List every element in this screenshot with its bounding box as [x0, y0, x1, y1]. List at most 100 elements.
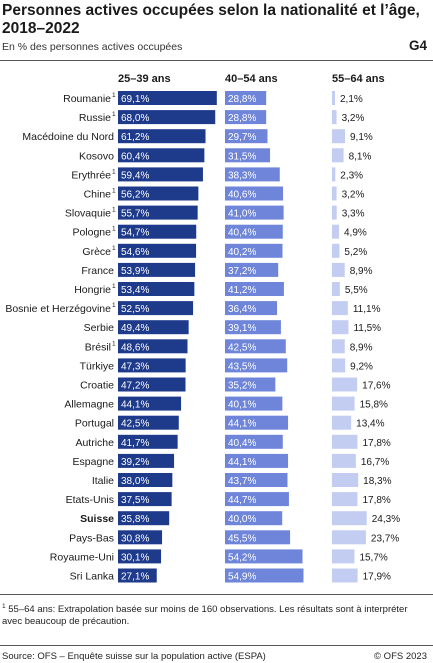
footnote-mark: 1: [112, 226, 116, 233]
bar: [332, 186, 337, 201]
bar: [332, 396, 355, 411]
bar: [332, 453, 356, 468]
value-label: 8,9%: [350, 266, 373, 277]
bar: [332, 473, 359, 487]
value-label: 31,5%: [228, 151, 256, 162]
value-label: 44,7%: [228, 495, 256, 506]
category-label: Grèce: [82, 246, 111, 258]
bar: [118, 453, 175, 468]
footnote-mark: 1: [112, 283, 116, 290]
value-label: 9,2%: [350, 361, 373, 372]
bar: [225, 434, 283, 449]
footnote-mark: 1: [112, 207, 116, 214]
bar: [118, 530, 163, 545]
bar: [118, 320, 189, 335]
bar: [118, 568, 157, 583]
bar: [332, 415, 352, 430]
bar: [332, 129, 346, 144]
footnote-mark: 1: [112, 111, 116, 118]
value-label: 41,0%: [228, 209, 256, 220]
value-label: 60,4%: [121, 151, 149, 162]
bar: [118, 473, 173, 487]
value-label: 54,2%: [228, 552, 256, 563]
value-label: 42,5%: [228, 342, 256, 353]
value-label: 38,3%: [228, 170, 256, 181]
bar: [225, 377, 276, 392]
bar: [118, 167, 203, 182]
category-label: Portugal: [75, 418, 114, 430]
value-label: 44,1%: [121, 400, 149, 411]
value-label: 56,2%: [121, 190, 149, 201]
footnote-mark: 1: [112, 302, 116, 309]
bar: [225, 167, 280, 182]
category-label: Etats-Unis: [66, 494, 114, 506]
value-label: 16,7%: [361, 457, 389, 468]
bar: [332, 434, 358, 449]
footnote-text: 55–64 ans: Extrapolation basée sur moins…: [2, 604, 408, 628]
bar: [118, 301, 194, 316]
bar: [225, 339, 286, 354]
value-label: 48,6%: [121, 342, 149, 353]
category-label: Hongrie: [74, 284, 111, 296]
category-label: Chine: [84, 189, 112, 201]
value-label: 40,0%: [228, 514, 256, 525]
category-label: Türkiye: [80, 360, 115, 372]
bar: [118, 110, 216, 125]
column-header: 40–54 ans: [225, 73, 278, 85]
column-header: 55–64 ans: [332, 73, 385, 85]
bar: [225, 358, 288, 373]
category-label: Allemagne: [64, 399, 114, 411]
bar: [225, 568, 304, 583]
footnote-mark: 1: [112, 188, 116, 195]
value-label: 27,1%: [121, 572, 149, 583]
value-label: 17,6%: [362, 381, 390, 392]
value-label: 54,7%: [121, 228, 149, 239]
bar: [332, 568, 358, 583]
value-label: 49,4%: [121, 323, 149, 334]
graphic-code: G4: [408, 38, 427, 53]
category-label: Brésil: [85, 341, 111, 353]
value-label: 36,4%: [228, 304, 256, 315]
bar: [332, 377, 358, 392]
category-label: Serbie: [84, 322, 115, 334]
category-label: Roumanie: [63, 93, 111, 105]
bar: [332, 282, 340, 296]
value-label: 2,3%: [340, 170, 363, 181]
category-label: Autriche: [75, 437, 114, 449]
footnote-mark: 1: [112, 92, 116, 99]
bar: [225, 110, 267, 125]
value-label: 55,7%: [121, 209, 149, 220]
bar: [225, 148, 271, 163]
value-label: 38,0%: [121, 476, 149, 487]
bar: [225, 415, 289, 430]
bar: [332, 243, 340, 258]
value-label: 3,2%: [342, 113, 365, 124]
category-label: Pologne: [72, 227, 111, 239]
bar: [332, 91, 336, 105]
value-label: 8,9%: [350, 342, 373, 353]
value-label: 61,2%: [121, 132, 149, 143]
bar: [225, 473, 288, 487]
value-label: 41,2%: [228, 285, 256, 296]
footnote-mark: 1: [2, 603, 6, 610]
chart-subtitle: En % des personnes actives occupées: [2, 41, 183, 53]
value-label: 69,1%: [121, 94, 149, 105]
footnote-rule: [0, 594, 433, 595]
bar: [332, 339, 345, 354]
bar: [332, 224, 340, 239]
bar: [118, 396, 182, 411]
value-label: 53,4%: [121, 285, 149, 296]
value-label: 17,8%: [362, 438, 390, 449]
column-header: 25–39 ans: [118, 73, 171, 85]
bar: [225, 492, 289, 507]
bar: [332, 301, 348, 316]
value-label: 13,4%: [356, 419, 384, 430]
bar: [225, 91, 267, 105]
bar: [225, 243, 283, 258]
value-label: 45,5%: [228, 533, 256, 544]
bar: [225, 301, 278, 316]
bar: [118, 243, 197, 258]
value-label: 37,5%: [121, 495, 149, 506]
value-label: 17,9%: [363, 572, 391, 583]
